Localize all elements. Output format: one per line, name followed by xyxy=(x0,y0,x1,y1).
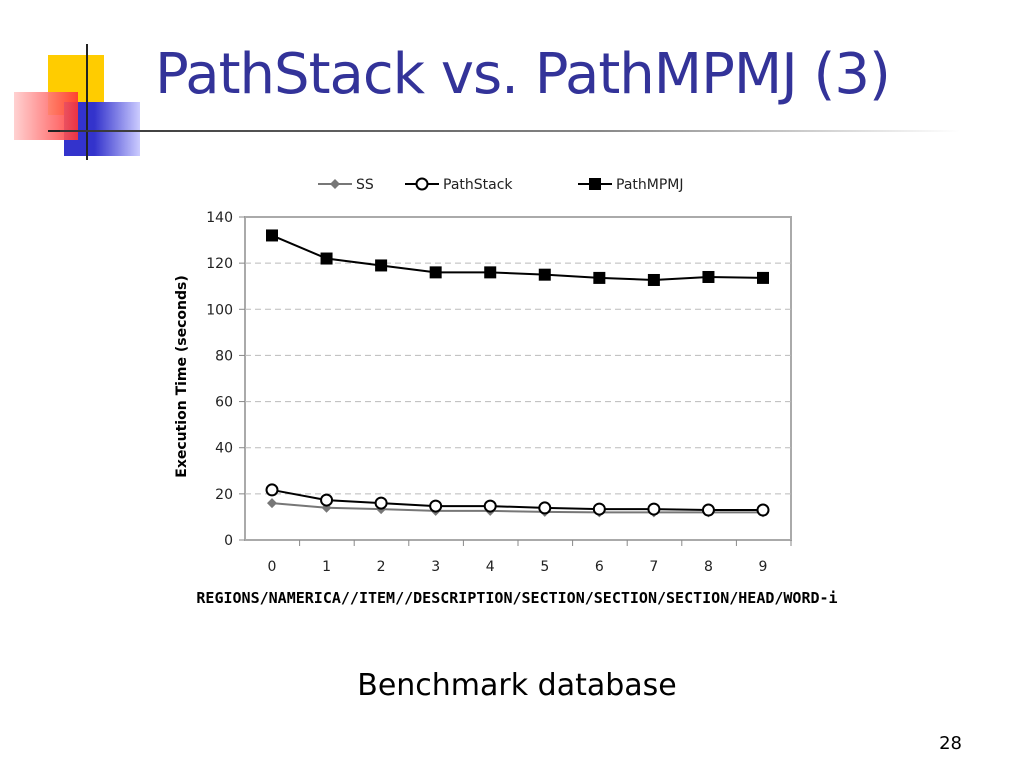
legend-marker-ss xyxy=(330,179,340,189)
x-tick-label: 9 xyxy=(759,559,768,575)
x-tick-label: 3 xyxy=(431,559,440,575)
x-axis-label: REGIONS/NAMERICA//ITEM//DESCRIPTION/SECT… xyxy=(196,589,837,607)
legend-label-pathstack: PathStack xyxy=(443,177,513,193)
legend-label-pathmpmj: PathMPMJ xyxy=(616,177,683,193)
y-axis-label: Execution Time (seconds) xyxy=(174,275,190,477)
data-point-pathmpmj xyxy=(702,270,715,283)
y-tick-label: 80 xyxy=(215,348,233,364)
title-rule xyxy=(60,130,960,132)
data-point-pathstack xyxy=(756,503,770,517)
plot-area xyxy=(244,216,792,541)
y-tick-label: 120 xyxy=(206,256,233,272)
series-line-pathstack xyxy=(271,488,763,512)
y-tick-label: 100 xyxy=(206,302,233,318)
x-tick-label: 0 xyxy=(268,559,277,575)
data-point-pathstack xyxy=(647,502,661,516)
y-tick-label: 0 xyxy=(224,533,233,549)
data-point-pathstack xyxy=(265,483,279,497)
legend-marker-pathmpmj xyxy=(589,178,601,190)
data-point-pathstack xyxy=(429,499,443,513)
x-tick-label: 6 xyxy=(595,559,604,575)
series-line-pathmpmj xyxy=(271,234,764,281)
y-tick-label: 60 xyxy=(215,395,233,411)
data-point-ss xyxy=(267,498,277,509)
data-point-pathstack xyxy=(483,499,497,513)
x-tick-label: 4 xyxy=(486,559,495,575)
data-point-pathmpmj xyxy=(757,271,769,284)
data-point-pathmpmj xyxy=(647,273,660,286)
series-line-ss xyxy=(271,502,763,514)
x-tick-label: 7 xyxy=(649,559,658,575)
data-point-pathmpmj xyxy=(484,266,497,279)
data-point-pathstack xyxy=(701,503,715,517)
legend-label-ss: SS xyxy=(356,177,374,193)
decor-vertical-line xyxy=(86,44,88,160)
data-point-pathmpmj xyxy=(320,252,333,265)
y-tick-label: 40 xyxy=(215,441,233,457)
page-number: 28 xyxy=(939,733,962,754)
legend-marker-pathstack xyxy=(415,177,429,191)
data-point-pathstack xyxy=(592,502,606,516)
data-point-pathmpmj xyxy=(429,266,442,279)
data-point-pathstack xyxy=(538,501,552,515)
data-point-pathmpmj xyxy=(593,271,606,284)
slide-caption: Benchmark database xyxy=(357,668,677,703)
x-tick-label: 8 xyxy=(704,559,713,575)
data-point-pathstack xyxy=(320,493,334,507)
data-point-pathmpmj xyxy=(375,259,388,272)
slide-title: PathStack vs. PathMPMJ (3) xyxy=(155,42,891,107)
y-tick-label: 140 xyxy=(206,210,233,226)
x-tick-label: 5 xyxy=(540,559,549,575)
data-point-pathmpmj xyxy=(538,268,551,281)
y-tick-label: 20 xyxy=(215,487,233,503)
x-tick-label: 2 xyxy=(377,559,386,575)
data-point-pathmpmj xyxy=(266,229,278,242)
decor-red-square xyxy=(14,92,78,140)
x-tick-label: 1 xyxy=(322,559,331,575)
data-point-pathstack xyxy=(374,496,388,510)
